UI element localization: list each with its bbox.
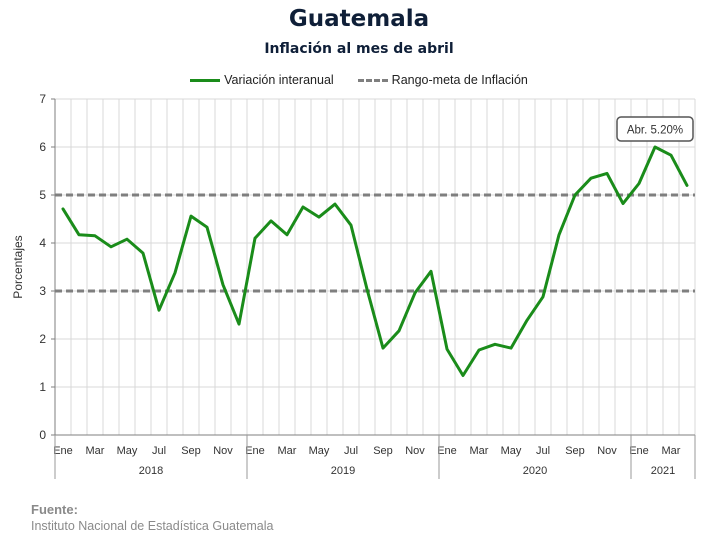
y-tick-label: 6 xyxy=(39,140,46,154)
annotation-box xyxy=(616,116,694,142)
legend: Variación interanual Rango-meta de Infla… xyxy=(0,73,718,87)
year-label: 2020 xyxy=(523,465,547,477)
x-tick-label: Jul xyxy=(536,445,550,457)
x-tick-label: May xyxy=(117,445,138,457)
x-tick-label: Jul xyxy=(344,445,358,457)
x-tick-label: Nov xyxy=(213,445,233,457)
x-tick-label: Nov xyxy=(405,445,425,457)
legend-label-series: Variación interanual xyxy=(224,73,334,87)
x-tick-label: Ene xyxy=(437,445,457,457)
x-tick-label: Ene xyxy=(53,445,73,457)
x-tick-label: Ene xyxy=(245,445,265,457)
y-tick-label: 7 xyxy=(39,92,46,106)
y-tick-label: 2 xyxy=(39,332,46,346)
year-label: 2021 xyxy=(651,465,675,477)
legend-item-series: Variación interanual xyxy=(190,73,334,87)
x-tick-label: Ene xyxy=(629,445,649,457)
y-tick-label: 3 xyxy=(39,284,46,298)
y-axis-label: Porcentajes xyxy=(11,235,25,298)
x-tick-label: Mar xyxy=(470,445,489,457)
x-tick-label: May xyxy=(309,445,330,457)
x-tick-label: Mar xyxy=(86,445,105,457)
y-tick-label: 4 xyxy=(39,236,46,250)
x-tick-label: Jul xyxy=(152,445,166,457)
chart-title: Guatemala xyxy=(288,6,430,32)
year-label: 2018 xyxy=(139,465,163,477)
series-line-variacion-interanual xyxy=(61,145,689,377)
legend-swatch-series xyxy=(190,78,221,82)
legend-item-range: Rango-meta de Inflación xyxy=(357,73,528,87)
x-tick-label: Mar xyxy=(662,445,681,457)
x-tick-label: Nov xyxy=(597,445,617,457)
y-tick-label: 1 xyxy=(39,380,46,394)
chart-subtitle: Inflación al mes de abril xyxy=(264,41,454,57)
y-tick-label: 0 xyxy=(39,428,46,442)
source-text: Instituto Nacional de Estadística Guatem… xyxy=(31,519,274,533)
x-tick-label: Sep xyxy=(181,445,201,457)
year-label: 2019 xyxy=(331,465,355,477)
x-tick-label: Sep xyxy=(565,445,585,457)
annotation-label: Abr. 5.20% xyxy=(627,125,683,137)
x-tick-label: May xyxy=(501,445,522,457)
x-tick-label: Sep xyxy=(373,445,393,457)
x-tick-label: Mar xyxy=(278,445,297,457)
y-tick-label: 5 xyxy=(39,188,46,202)
legend-label-range: Rango-meta de Inflación xyxy=(391,73,528,87)
source-label: Fuente: xyxy=(31,502,78,517)
legend-swatch-range xyxy=(357,78,388,82)
